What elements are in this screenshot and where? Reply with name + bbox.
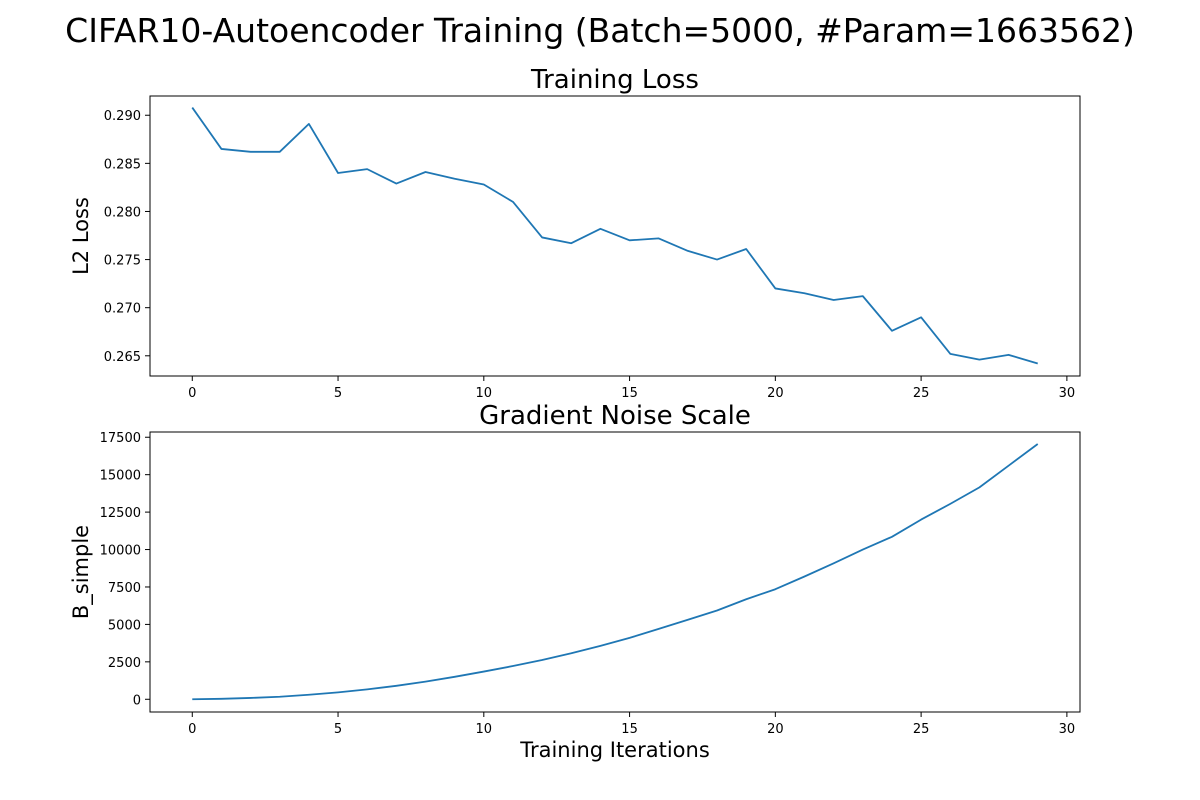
training-loss-y-tick-label: 0.275 bbox=[104, 254, 141, 269]
gradient-noise-x-tick-label: 15 bbox=[621, 722, 638, 737]
training-loss-y-tick-label: 0.285 bbox=[104, 157, 141, 172]
training-loss-title: Training Loss bbox=[530, 65, 699, 95]
gradient-noise-x-axis-label: Training Iterations bbox=[519, 738, 710, 762]
training-loss-y-axis-label: L2 Loss bbox=[69, 197, 93, 275]
gradient-noise-y-axis-label: B_simple bbox=[69, 525, 94, 619]
training-loss-axes-frame bbox=[149, 95, 1081, 377]
training-loss-subplot: Training Loss 0 5 10 15 20 25 30 0.265 0.270 0.275… bbox=[69, 65, 1081, 401]
gradient-noise-y-tick-label: 17500 bbox=[100, 431, 141, 446]
gradient-noise-series-line bbox=[192, 443, 1039, 701]
training-loss-x-tick-label: 30 bbox=[1059, 386, 1076, 401]
gradient-noise-x-tick-label: 20 bbox=[767, 722, 784, 737]
training-loss-x-tick-label: 5 bbox=[334, 386, 342, 401]
gradient-noise-axes-frame bbox=[149, 431, 1081, 713]
gradient-noise-y-tick-label: 12500 bbox=[100, 506, 141, 521]
gradient-noise-y-tick-label: 15000 bbox=[100, 469, 141, 484]
training-loss-series-line bbox=[191, 107, 1038, 365]
training-loss-x-tick-label: 25 bbox=[913, 386, 930, 401]
gradient-noise-x-tick-label: 30 bbox=[1059, 722, 1076, 737]
gradient-noise-y-tick-label: 5000 bbox=[108, 618, 141, 633]
training-loss-y-tick-label: 0.265 bbox=[104, 350, 141, 365]
training-loss-x-tick-label: 10 bbox=[476, 386, 493, 401]
gradient-noise-x-tick-label: 10 bbox=[476, 722, 493, 737]
training-loss-x-tick-label: 15 bbox=[621, 386, 638, 401]
training-loss-x-tick-label: 0 bbox=[188, 386, 196, 401]
training-loss-y-tick-label: 0.270 bbox=[104, 302, 141, 317]
gradient-noise-y-tick-label: 0 bbox=[133, 693, 141, 708]
training-loss-y-tick-label: 0.280 bbox=[104, 205, 141, 220]
gradient-noise-y-tick-label: 10000 bbox=[100, 544, 141, 559]
gradient-noise-scale-subplot: Gradient Noise Scale 0 5 10 15 20 25 30 0 2500 500… bbox=[69, 401, 1081, 762]
gradient-noise-title: Gradient Noise Scale bbox=[479, 401, 751, 431]
gradient-noise-x-tick-label: 0 bbox=[188, 722, 196, 737]
gradient-noise-x-tick-label: 25 bbox=[913, 722, 930, 737]
training-loss-y-tick-label: 0.290 bbox=[104, 109, 141, 124]
gradient-noise-y-tick-label: 2500 bbox=[108, 656, 141, 671]
training-loss-x-tick-label: 20 bbox=[767, 386, 784, 401]
gradient-noise-y-tick-label: 7500 bbox=[108, 581, 141, 596]
figure-suptitle: CIFAR10-Autoencoder Training (Batch=5000… bbox=[65, 11, 1135, 50]
gradient-noise-x-tick-label: 5 bbox=[334, 722, 342, 737]
